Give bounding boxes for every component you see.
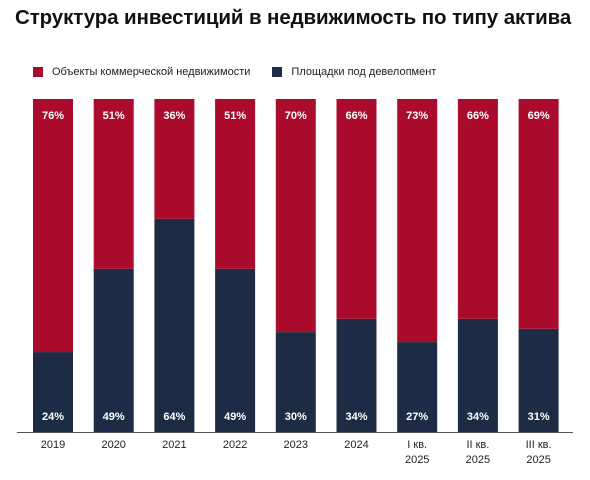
data-label-commercial: 66% [467, 110, 489, 122]
bar-commercial [215, 99, 256, 269]
legend-item-commercial: Объекты коммерческой недвижимости [33, 66, 250, 78]
bar-development [93, 268, 134, 432]
bar-development [518, 328, 559, 432]
x-tick-label: 2025 [466, 454, 490, 466]
bar-commercial [33, 99, 73, 353]
x-tick-label: 2020 [101, 439, 125, 451]
data-label-development: 64% [163, 411, 185, 423]
bar-commercial [154, 99, 195, 219]
legend-item-development: Площадки под девелопмент [272, 66, 436, 78]
data-label-development: 34% [467, 411, 489, 423]
data-label-development: 30% [285, 411, 307, 423]
bar-development [154, 218, 195, 432]
bar-commercial [518, 99, 559, 329]
bar-development [397, 342, 438, 432]
bar-development [215, 268, 256, 432]
x-tick-label: II кв. [466, 439, 489, 451]
x-tick-label: 2019 [41, 439, 65, 451]
data-label-development: 24% [42, 411, 64, 423]
bar-commercial [93, 99, 134, 269]
legend-label-commercial: Объекты коммерческой недвижимости [52, 66, 251, 78]
data-label-development: 27% [406, 411, 428, 423]
x-tick-label: 2025 [526, 454, 550, 466]
bar-development [457, 318, 498, 432]
data-label-commercial: 51% [224, 110, 246, 122]
bar-development [33, 352, 73, 432]
bar-commercial [275, 99, 316, 333]
data-label-commercial: 36% [163, 110, 185, 122]
data-label-commercial: 66% [345, 110, 367, 122]
data-label-development: 34% [345, 411, 367, 423]
legend-swatch-development [272, 67, 283, 77]
data-label-commercial: 70% [285, 110, 307, 122]
legend: Объекты коммерческой недвижимости Площад… [33, 66, 458, 78]
legend-swatch-commercial [33, 67, 43, 77]
x-tick-label: 2023 [284, 439, 308, 451]
bar-commercial [457, 99, 498, 319]
bar-development [275, 332, 316, 432]
data-label-commercial: 69% [528, 110, 550, 122]
legend-label-development: Площадки под девелопмент [291, 66, 437, 78]
data-label-development: 49% [224, 411, 246, 423]
bar-development [336, 318, 377, 432]
data-label-commercial: 76% [42, 110, 64, 122]
data-label-commercial: 73% [406, 110, 428, 122]
x-tick-label: 2021 [162, 439, 186, 451]
data-label-development: 49% [103, 411, 125, 423]
data-label-development: 31% [528, 411, 550, 423]
x-tick-label: 2025 [405, 454, 429, 466]
bar-commercial [397, 99, 438, 343]
bar-commercial [336, 99, 377, 319]
chart-title: Структура инвестиций в недвижимость по т… [15, 6, 572, 29]
x-tick-label: 2024 [344, 439, 368, 451]
x-tick-label: III кв. [526, 439, 552, 451]
data-label-commercial: 51% [103, 110, 125, 122]
x-tick-label: 2022 [223, 439, 247, 451]
x-tick-label: I кв. [407, 439, 427, 451]
